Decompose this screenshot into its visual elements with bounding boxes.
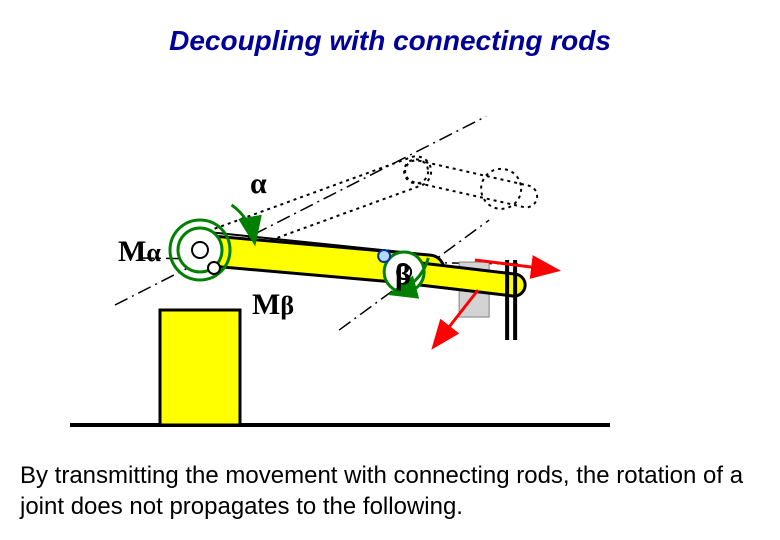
label-malpha: Mα bbox=[118, 235, 161, 269]
label-beta: β bbox=[395, 258, 411, 292]
label-alpha: α bbox=[250, 167, 267, 201]
caption-text: By transmitting the movement with connec… bbox=[20, 460, 760, 522]
page-title: Decoupling with connecting rods bbox=[0, 25, 780, 57]
label-mbeta: Mβ bbox=[252, 288, 294, 322]
